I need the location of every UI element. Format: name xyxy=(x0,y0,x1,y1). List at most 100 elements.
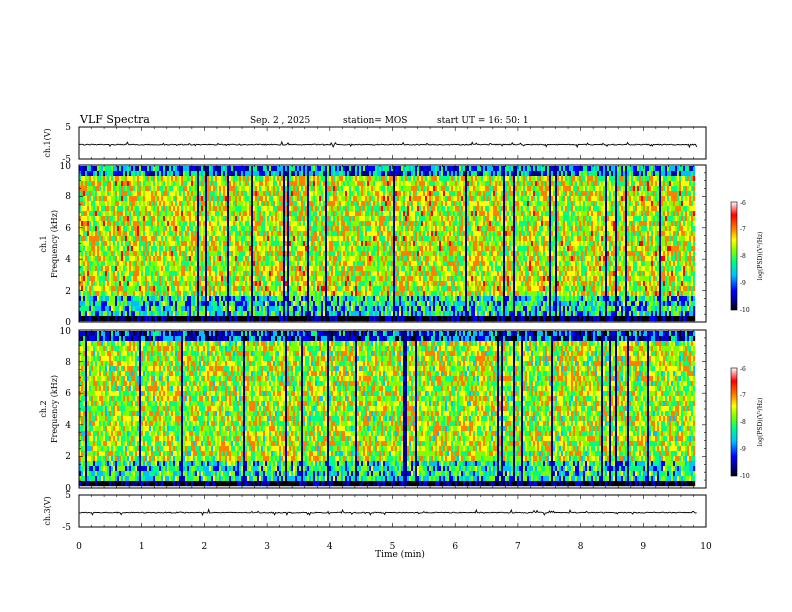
spectrogram-cell xyxy=(637,226,640,232)
spectrogram-cell xyxy=(307,181,310,187)
spectrogram-cell xyxy=(379,201,382,207)
spectrogram-cell xyxy=(401,211,404,217)
spectrogram-cell xyxy=(309,186,312,192)
spectrogram-cell xyxy=(191,191,194,197)
spectrogram-cell xyxy=(475,201,478,207)
spectrogram-cell xyxy=(297,181,300,187)
spectrogram-cell xyxy=(447,236,450,242)
spectrogram-cell xyxy=(147,166,150,172)
spectrogram-cell xyxy=(395,176,398,182)
spectrogram-cell xyxy=(597,181,600,187)
spectrogram-cell xyxy=(185,236,188,242)
spectrogram-cell xyxy=(267,181,270,187)
spectrogram-cell xyxy=(677,216,680,222)
spectrogram-cell xyxy=(315,181,318,187)
spectrogram-cell xyxy=(121,181,124,187)
spectrogram-cell xyxy=(545,186,548,192)
spectrogram-cell xyxy=(467,176,470,182)
spectrogram-cell xyxy=(419,181,422,187)
spectrogram-cell xyxy=(471,216,474,222)
spectrogram-cell xyxy=(693,236,696,242)
spectrogram-cell xyxy=(693,206,696,212)
spectrogram-cell xyxy=(147,181,150,187)
spectrogram-cell xyxy=(425,241,428,247)
spectrogram-cell xyxy=(405,221,408,227)
spectrogram-cell xyxy=(189,196,192,202)
spectrogram-cell xyxy=(159,246,162,252)
spectrogram-cell xyxy=(197,231,200,237)
spectrogram-cell xyxy=(103,211,106,217)
spectrogram-cell xyxy=(399,241,402,247)
spectrogram-cell xyxy=(639,171,642,177)
spectrogram-cell xyxy=(123,231,126,237)
spectrogram-cell xyxy=(545,231,548,237)
spectrogram-cell xyxy=(251,206,254,212)
spectrogram-cell xyxy=(313,231,316,237)
spectrogram-cell xyxy=(345,181,348,187)
spectrogram-cell xyxy=(495,216,498,222)
spectrogram-cell xyxy=(615,201,618,207)
spectrogram-cell xyxy=(671,231,674,237)
spectrogram-cell xyxy=(461,211,464,217)
spectrogram-cell xyxy=(127,166,130,172)
spectrogram-cell xyxy=(375,201,378,207)
spectrogram-cell xyxy=(279,211,282,217)
spectrogram-cell xyxy=(85,231,88,237)
spectrogram-cell xyxy=(521,186,524,192)
spectrogram-cell xyxy=(461,181,464,187)
spectrogram-cell xyxy=(463,226,466,232)
spectrogram-cell xyxy=(179,186,182,192)
spectrogram-cell xyxy=(233,236,236,242)
spectrogram-cell xyxy=(151,246,154,252)
spectrogram-cell xyxy=(119,226,122,232)
spectrogram-cell xyxy=(591,241,594,247)
spectrogram-cell xyxy=(401,186,404,192)
spectrogram-cell xyxy=(257,201,260,207)
spectrogram-cell xyxy=(191,241,194,247)
spectrogram-cell xyxy=(409,186,412,192)
spectrogram-cell xyxy=(629,231,632,237)
spectrogram-cell xyxy=(153,186,156,192)
spectrogram-cell xyxy=(139,211,142,217)
spectrogram-cell xyxy=(309,236,312,242)
spectrogram-cell xyxy=(467,231,470,237)
spectrogram-cell xyxy=(289,241,292,247)
spectrogram-cell xyxy=(325,211,328,217)
spectrogram-cell xyxy=(669,181,672,187)
spectrogram-cell xyxy=(237,211,240,217)
spectrogram-cell xyxy=(647,236,650,242)
spectrogram-cell xyxy=(641,226,644,232)
spectrogram-cell xyxy=(135,211,138,217)
spectrogram-cell xyxy=(479,241,482,247)
spectrogram-cell xyxy=(497,166,500,172)
spectrogram-cell xyxy=(393,221,396,227)
spectrogram-cell xyxy=(683,236,686,242)
spectrogram-cell xyxy=(79,226,82,232)
spectrogram-cell xyxy=(639,176,642,182)
spectrogram-cell xyxy=(547,186,550,192)
spectrogram-cell xyxy=(319,221,322,227)
spectrogram-cell xyxy=(363,186,366,192)
spectrogram-cell xyxy=(229,181,232,187)
spectrogram-cell xyxy=(351,171,354,177)
spectrogram-cell xyxy=(235,186,238,192)
spectrogram-cell xyxy=(325,166,328,172)
spectrogram-cell xyxy=(321,196,324,202)
spectrogram-cell xyxy=(517,226,520,232)
spectrogram-cell xyxy=(411,206,414,212)
spectrogram-cell xyxy=(263,186,266,192)
spectrogram-cell xyxy=(553,196,556,202)
spectrogram-cell xyxy=(209,191,212,197)
spectrogram-cell xyxy=(275,181,278,187)
spectrogram-cell xyxy=(449,236,452,242)
spectrogram-cell xyxy=(297,176,300,182)
spectrogram-cell xyxy=(173,211,176,217)
spectrogram-cell xyxy=(651,236,654,242)
spectrogram-cell xyxy=(383,211,386,217)
spectrogram-cell xyxy=(237,236,240,242)
spectrogram-cell xyxy=(369,206,372,212)
spectrogram-cell xyxy=(449,166,452,172)
spectrogram-cell xyxy=(151,166,154,172)
spectrogram-cell xyxy=(627,166,630,172)
spectrogram-cell xyxy=(169,171,172,177)
